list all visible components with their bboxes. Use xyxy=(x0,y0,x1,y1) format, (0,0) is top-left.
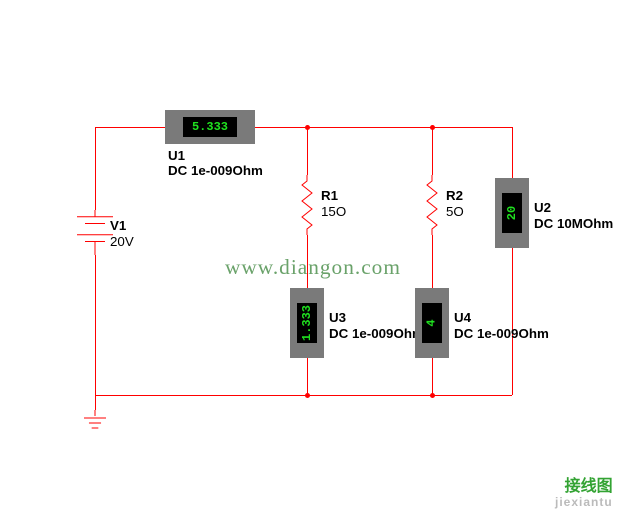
voltmeter-u2: 20 xyxy=(495,178,529,248)
u3-desc-label: DC 1e-009Ohm xyxy=(329,326,424,341)
u1-desc-label: DC 1e-009Ohm xyxy=(168,163,263,178)
u2-name-label: U2 xyxy=(534,200,551,215)
wire-segment xyxy=(95,127,165,128)
wire-segment xyxy=(432,235,433,288)
corner-watermark: 接线图 jiexiantu xyxy=(555,478,613,509)
junction-node xyxy=(305,125,310,130)
resistor-r1 xyxy=(299,175,315,240)
ammeter-u4: 4 xyxy=(415,288,449,358)
wire-segment xyxy=(432,358,433,395)
ammeter-u1-screen: 5.333 xyxy=(183,117,237,137)
junction-node xyxy=(430,125,435,130)
u1-name-label: U1 xyxy=(168,148,185,163)
wire-segment xyxy=(95,255,96,410)
voltmeter-u2-reading: 20 xyxy=(505,206,519,220)
ammeter-u3: 1.333 xyxy=(290,288,324,358)
wire-segment xyxy=(432,127,433,175)
corner-line1: 接线图 xyxy=(555,478,613,496)
wire-segment xyxy=(512,127,513,178)
resistor-r2 xyxy=(424,175,440,240)
u3-name-label: U3 xyxy=(329,310,346,325)
wire-segment xyxy=(512,248,513,395)
r2-name-label: R2 xyxy=(446,188,463,203)
ammeter-u3-screen: 1.333 xyxy=(297,303,317,343)
ground-symbol xyxy=(81,410,109,441)
watermark-text: www.diangon.com xyxy=(225,255,401,280)
wire-segment xyxy=(95,127,96,210)
ammeter-u3-reading: 1.333 xyxy=(300,305,314,341)
r1-value-label: 15O xyxy=(321,204,346,219)
ammeter-u4-reading: 4 xyxy=(425,319,439,326)
ammeter-u1: 5.333 xyxy=(165,110,255,144)
voltage-source xyxy=(75,210,115,260)
ammeter-u4-screen: 4 xyxy=(422,303,442,343)
u4-desc-label: DC 1e-009Ohm xyxy=(454,326,549,341)
wire-segment xyxy=(95,395,512,396)
wire-segment xyxy=(307,127,308,175)
junction-node xyxy=(430,393,435,398)
u4-name-label: U4 xyxy=(454,310,471,325)
corner-line2: jiexiantu xyxy=(555,496,613,509)
wire-segment xyxy=(255,127,512,128)
source-name-label: V1 xyxy=(110,218,126,233)
wire-segment xyxy=(307,358,308,395)
ammeter-u1-reading: 5.333 xyxy=(192,120,228,134)
r2-value-label: 5O xyxy=(446,204,464,219)
junction-node xyxy=(305,393,310,398)
source-value-label: 20V xyxy=(110,234,134,249)
voltmeter-u2-screen: 20 xyxy=(502,193,522,233)
u2-desc-label: DC 10MOhm xyxy=(534,216,613,231)
r1-name-label: R1 xyxy=(321,188,338,203)
